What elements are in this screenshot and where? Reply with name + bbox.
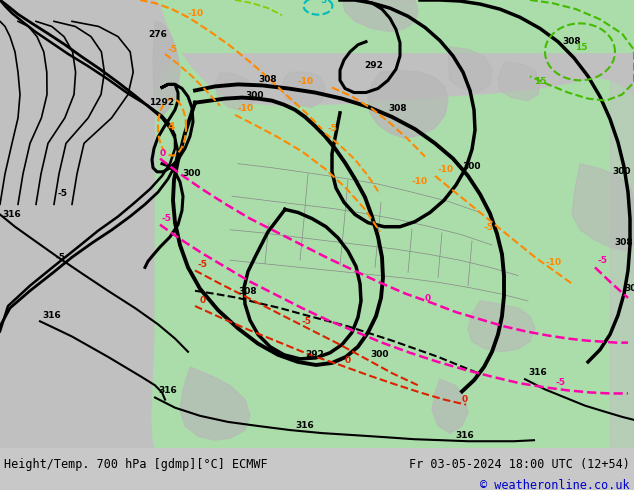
Text: 308: 308 [388,104,406,113]
Text: 316: 316 [2,210,21,219]
Text: -10: -10 [412,177,428,186]
Text: 0: 0 [160,148,166,158]
Text: 316: 316 [455,431,474,440]
Polygon shape [0,138,100,316]
Text: -10: -10 [545,258,561,268]
Text: 276: 276 [148,29,167,39]
Text: 308: 308 [562,37,581,46]
Text: -10: -10 [438,165,454,174]
Text: 300: 300 [245,91,264,99]
Text: -5: -5 [58,189,68,198]
Polygon shape [468,301,535,352]
Text: Height/Temp. 700 hPa [gdmp][°C] ECMWF: Height/Temp. 700 hPa [gdmp][°C] ECMWF [4,458,268,471]
Text: -5: -5 [484,223,494,232]
Text: 4: 4 [168,122,176,132]
Text: 15: 15 [534,77,547,86]
Text: 20: 20 [238,0,249,2]
Text: 308: 308 [614,238,633,247]
Text: 316: 316 [42,311,61,320]
Text: -10: -10 [188,9,204,18]
Text: 15: 15 [575,43,588,52]
Text: -5: -5 [168,45,178,54]
Polygon shape [448,47,492,93]
Polygon shape [498,62,540,100]
Text: 300: 300 [462,162,481,171]
Text: 0: 0 [462,394,468,404]
Polygon shape [432,379,468,433]
Text: 300: 300 [612,167,630,176]
Polygon shape [153,22,180,115]
Text: -5: -5 [55,253,65,262]
Text: 1292: 1292 [149,98,174,107]
Text: 5: 5 [320,0,327,5]
Text: 308: 308 [624,284,634,293]
Polygon shape [368,70,448,138]
Bar [610,72,634,448]
Polygon shape [282,72,325,108]
Text: 0: 0 [345,356,351,365]
Text: 308: 308 [258,75,276,84]
Text: -10: -10 [298,77,314,86]
Text: 316: 316 [528,368,547,377]
Polygon shape [343,0,418,31]
Polygon shape [0,0,634,52]
Text: 308: 308 [238,287,257,296]
Text: -5: -5 [302,318,312,326]
Polygon shape [572,164,634,250]
Polygon shape [152,0,634,448]
Polygon shape [0,0,173,286]
Text: 292: 292 [364,61,383,70]
Polygon shape [215,72,255,111]
Text: -5: -5 [162,214,172,222]
Text: -5: -5 [328,124,338,133]
Text: 316: 316 [295,421,314,430]
Text: -5: -5 [598,256,608,265]
Text: 316: 316 [158,387,177,395]
Text: 292: 292 [305,350,324,359]
Text: -10: -10 [238,104,254,113]
Text: -5: -5 [556,378,566,387]
Text: 300: 300 [370,350,389,359]
Text: -5: -5 [198,260,208,270]
Text: 0: 0 [200,296,206,305]
Text: 0: 0 [425,294,431,303]
Text: 300: 300 [182,169,200,178]
Polygon shape [180,367,250,440]
Text: © weatheronline.co.uk: © weatheronline.co.uk [481,479,630,490]
Text: Fr 03-05-2024 18:00 UTC (12+54): Fr 03-05-2024 18:00 UTC (12+54) [409,458,630,471]
